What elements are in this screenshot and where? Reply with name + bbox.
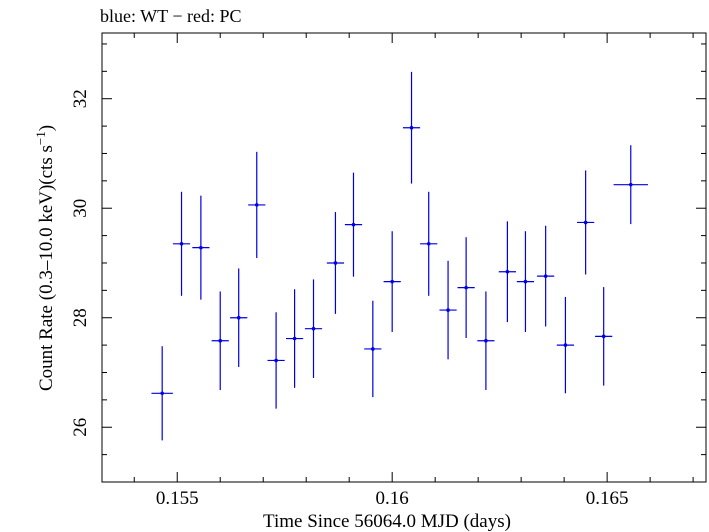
data-marker <box>543 274 548 278</box>
data-marker <box>311 326 316 331</box>
x-axis-ticks: 0.155 0.16 0.165 <box>133 33 694 509</box>
y-axis-label-main: Count Rate (0.3–10.0 keV)(cts s <box>36 145 57 391</box>
y-axis-label-superscript: −1 <box>33 131 48 145</box>
data-marker <box>426 242 431 246</box>
y-axis-label-end: ) <box>36 125 57 131</box>
data-point <box>613 145 648 225</box>
y-tick-label: 28 <box>70 308 91 327</box>
data-marker <box>628 182 633 187</box>
data-marker <box>446 308 450 312</box>
plot-frame <box>101 32 707 483</box>
data-point <box>595 287 613 386</box>
chart-title: blue: WT − red: PC <box>100 6 241 26</box>
data-marker <box>371 347 375 351</box>
data-point <box>248 151 266 259</box>
data-marker <box>484 338 488 343</box>
data-marker <box>274 358 278 363</box>
data-point <box>420 191 438 296</box>
data-marker <box>523 279 528 284</box>
data-point <box>477 291 495 391</box>
y-tick-label: 30 <box>70 199 91 218</box>
data-point <box>556 296 575 394</box>
y-axis-ticks: 26 28 30 32 <box>70 43 706 483</box>
data-point <box>516 231 535 332</box>
data-point <box>304 279 323 378</box>
data-point <box>364 300 382 398</box>
data-marker <box>563 343 568 347</box>
data-point <box>537 225 555 327</box>
y-axis-label: Count Rate (0.3–10.0 keV)(cts s−1) <box>33 125 58 391</box>
data-point <box>498 221 516 323</box>
data-marker <box>464 285 468 290</box>
data-marker <box>236 315 241 320</box>
data-point <box>457 237 475 338</box>
data-point <box>285 289 304 388</box>
x-tick-label: 0.165 <box>586 488 629 509</box>
x-tick-label: 0.16 <box>376 488 409 509</box>
data-marker <box>292 336 297 341</box>
data-point <box>151 346 173 441</box>
data-marker <box>179 242 184 246</box>
data-point <box>383 231 401 332</box>
data-marker <box>160 391 164 396</box>
data-marker <box>254 203 259 207</box>
data-point <box>211 291 229 391</box>
data-marker <box>390 279 394 284</box>
data-point <box>172 191 191 296</box>
data-marker <box>218 338 223 343</box>
data-marker <box>199 245 203 250</box>
data-marker <box>583 220 588 225</box>
data-marker <box>409 125 414 130</box>
data-point <box>267 312 285 409</box>
data-marker <box>601 334 606 339</box>
y-tick-label: 32 <box>70 89 91 108</box>
x-axis-label: Time Since 56064.0 MJD (days) <box>263 511 511 532</box>
data-point <box>230 268 248 368</box>
data-point <box>577 170 595 275</box>
data-point <box>326 212 345 314</box>
data-point <box>192 195 210 300</box>
y-tick-label: 26 <box>70 418 91 437</box>
data-point <box>439 260 457 360</box>
data-point <box>344 172 363 277</box>
data-marker <box>505 269 510 274</box>
data-marker <box>333 261 338 265</box>
data-points <box>151 71 648 441</box>
data-marker <box>351 222 356 227</box>
data-point <box>402 71 421 184</box>
x-tick-label: 0.155 <box>156 488 199 509</box>
